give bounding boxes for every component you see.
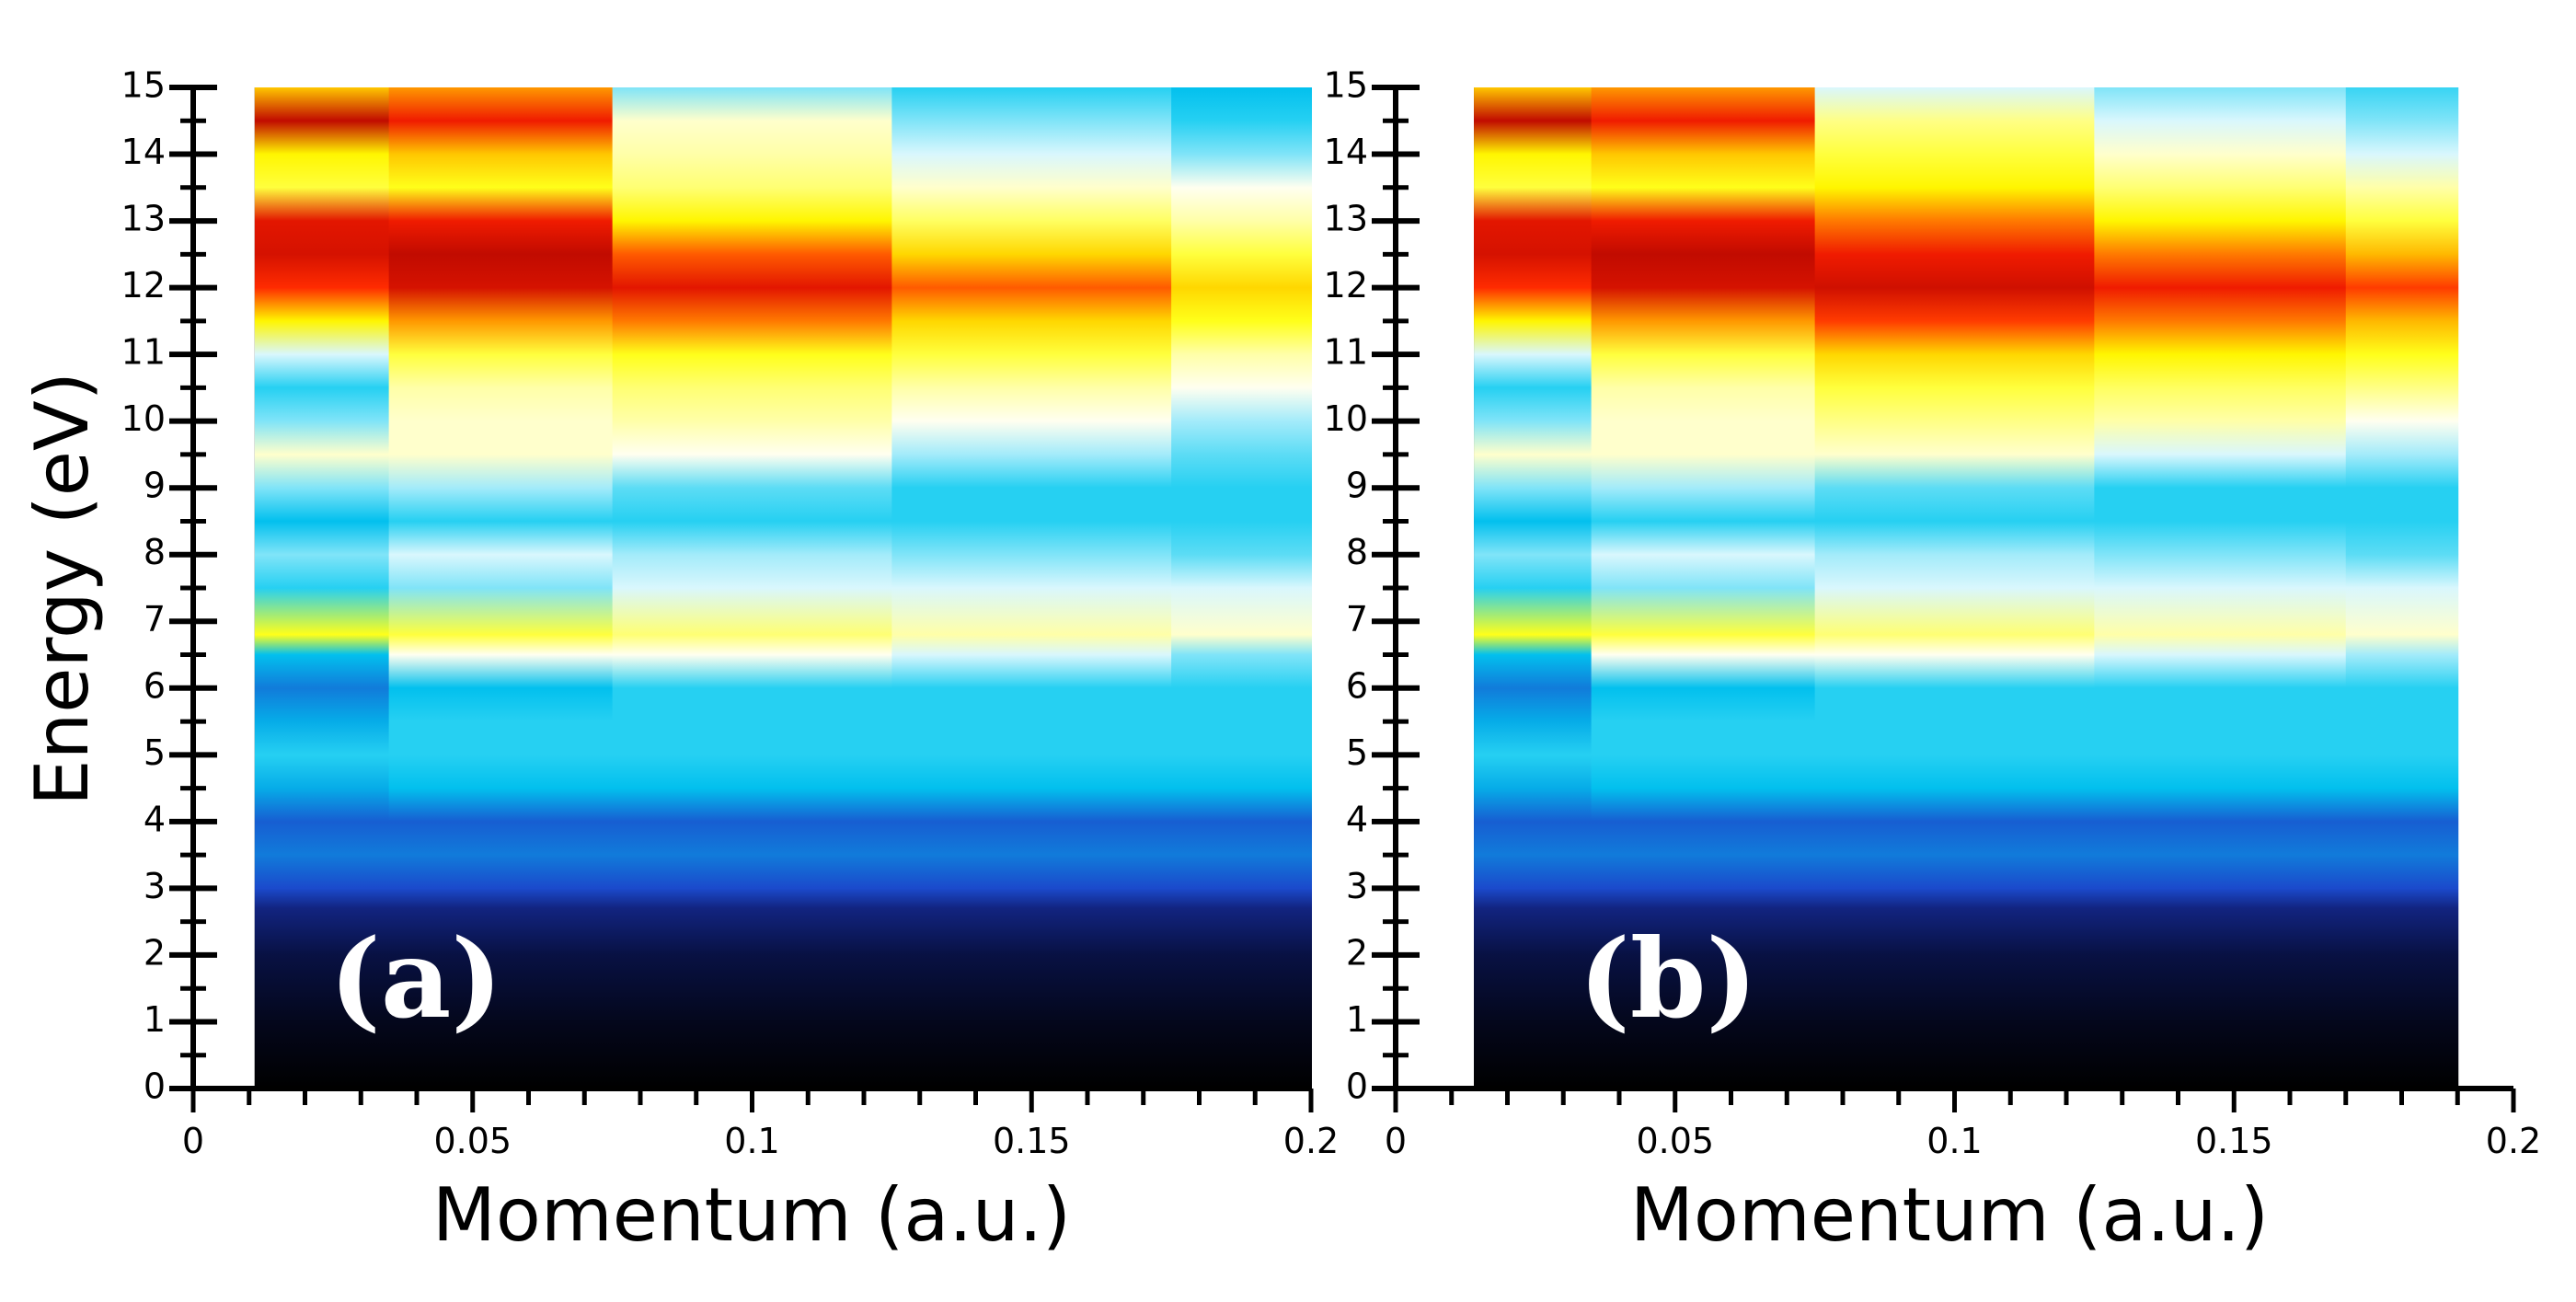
y-tick-label: 14: [1324, 132, 1368, 172]
y-tick-label: 5: [144, 732, 166, 773]
x-tick-label: 0: [1385, 1121, 1407, 1161]
heatmap-column: [1814, 87, 2096, 1089]
x-tick-label: 0.15: [2195, 1121, 2273, 1161]
panel-label-a: (a): [329, 915, 502, 1043]
x-axis-a: 0 0.05 0.1 0.15 0.2: [182, 1086, 1339, 1161]
x-tick-label: 0.05: [1636, 1121, 1714, 1161]
y-tick-label: 8: [1346, 532, 1368, 572]
y-tick-label: 14: [121, 132, 166, 172]
y-tick-label: 13: [121, 199, 166, 239]
y-tick-label: 8: [144, 532, 166, 572]
y-tick-label: 10: [121, 398, 166, 439]
y-tick-label: 3: [1346, 866, 1368, 906]
y-tick-label: 10: [1324, 398, 1368, 439]
heatmap-column: [254, 87, 390, 1089]
heatmap-columns-a: [254, 87, 1312, 1089]
x-tick-label: 0.2: [1283, 1121, 1339, 1161]
y-axis-title: Energy (eV): [19, 372, 105, 806]
y-tick-label: 4: [144, 799, 166, 839]
y-tick-label: 11: [121, 332, 166, 373]
x-axis-title-b: Momentum (a.u.): [1630, 1172, 2269, 1258]
y-tick-label: 2: [144, 932, 166, 973]
x-tick-label: 0.1: [1926, 1121, 1982, 1161]
y-tick-label: 15: [1324, 65, 1368, 106]
heatmap-column: [1171, 87, 1312, 1089]
heatmap-column: [891, 87, 1173, 1089]
y-tick-label: 9: [1346, 466, 1368, 506]
y-tick-label: 0: [144, 1066, 166, 1107]
y-tick-label: 12: [1324, 265, 1368, 305]
heatmap-column: [2345, 87, 2459, 1089]
y-tick-label: 6: [1346, 665, 1368, 706]
x-axis-title-a: Momentum (a.u.): [432, 1172, 1071, 1258]
y-tick-label: 11: [1324, 332, 1368, 373]
heatmap-column: [1474, 87, 1593, 1089]
panel-label-b: (b): [1579, 915, 1757, 1043]
y-tick-label: 5: [1346, 732, 1368, 773]
y-tick-label: 15: [121, 65, 166, 106]
y-tick-label: 2: [1346, 932, 1368, 973]
y-tick-label: 3: [144, 866, 166, 906]
x-axis-b: 0 0.05 0.1 0.15 0.2: [1385, 1086, 2541, 1161]
y-tick-label: 7: [1346, 599, 1368, 639]
x-tick-label: 0.2: [2486, 1121, 2541, 1161]
heatmap-columns-b: [1474, 87, 2459, 1089]
y-tick-label: 9: [144, 466, 166, 506]
heatmap-column: [388, 87, 614, 1089]
heatmap-column: [2094, 87, 2347, 1089]
y-tick-label: 1: [144, 999, 166, 1040]
y-tick-label: 13: [1324, 199, 1368, 239]
x-tick-label: 0: [182, 1121, 204, 1161]
x-tick-label: 0.15: [993, 1121, 1071, 1161]
x-tick-label: 0.1: [724, 1121, 779, 1161]
y-tick-label: 7: [144, 599, 166, 639]
y-tick-label: 0: [1346, 1066, 1368, 1107]
y-tick-label: 12: [121, 265, 166, 305]
heatmap-column: [612, 87, 893, 1089]
y-tick-label: 4: [1346, 799, 1368, 839]
y-tick-label: 1: [1346, 999, 1368, 1040]
y-tick-label: 6: [144, 665, 166, 706]
heatmap-column: [1591, 87, 1816, 1089]
x-tick-label: 0.05: [433, 1121, 512, 1161]
